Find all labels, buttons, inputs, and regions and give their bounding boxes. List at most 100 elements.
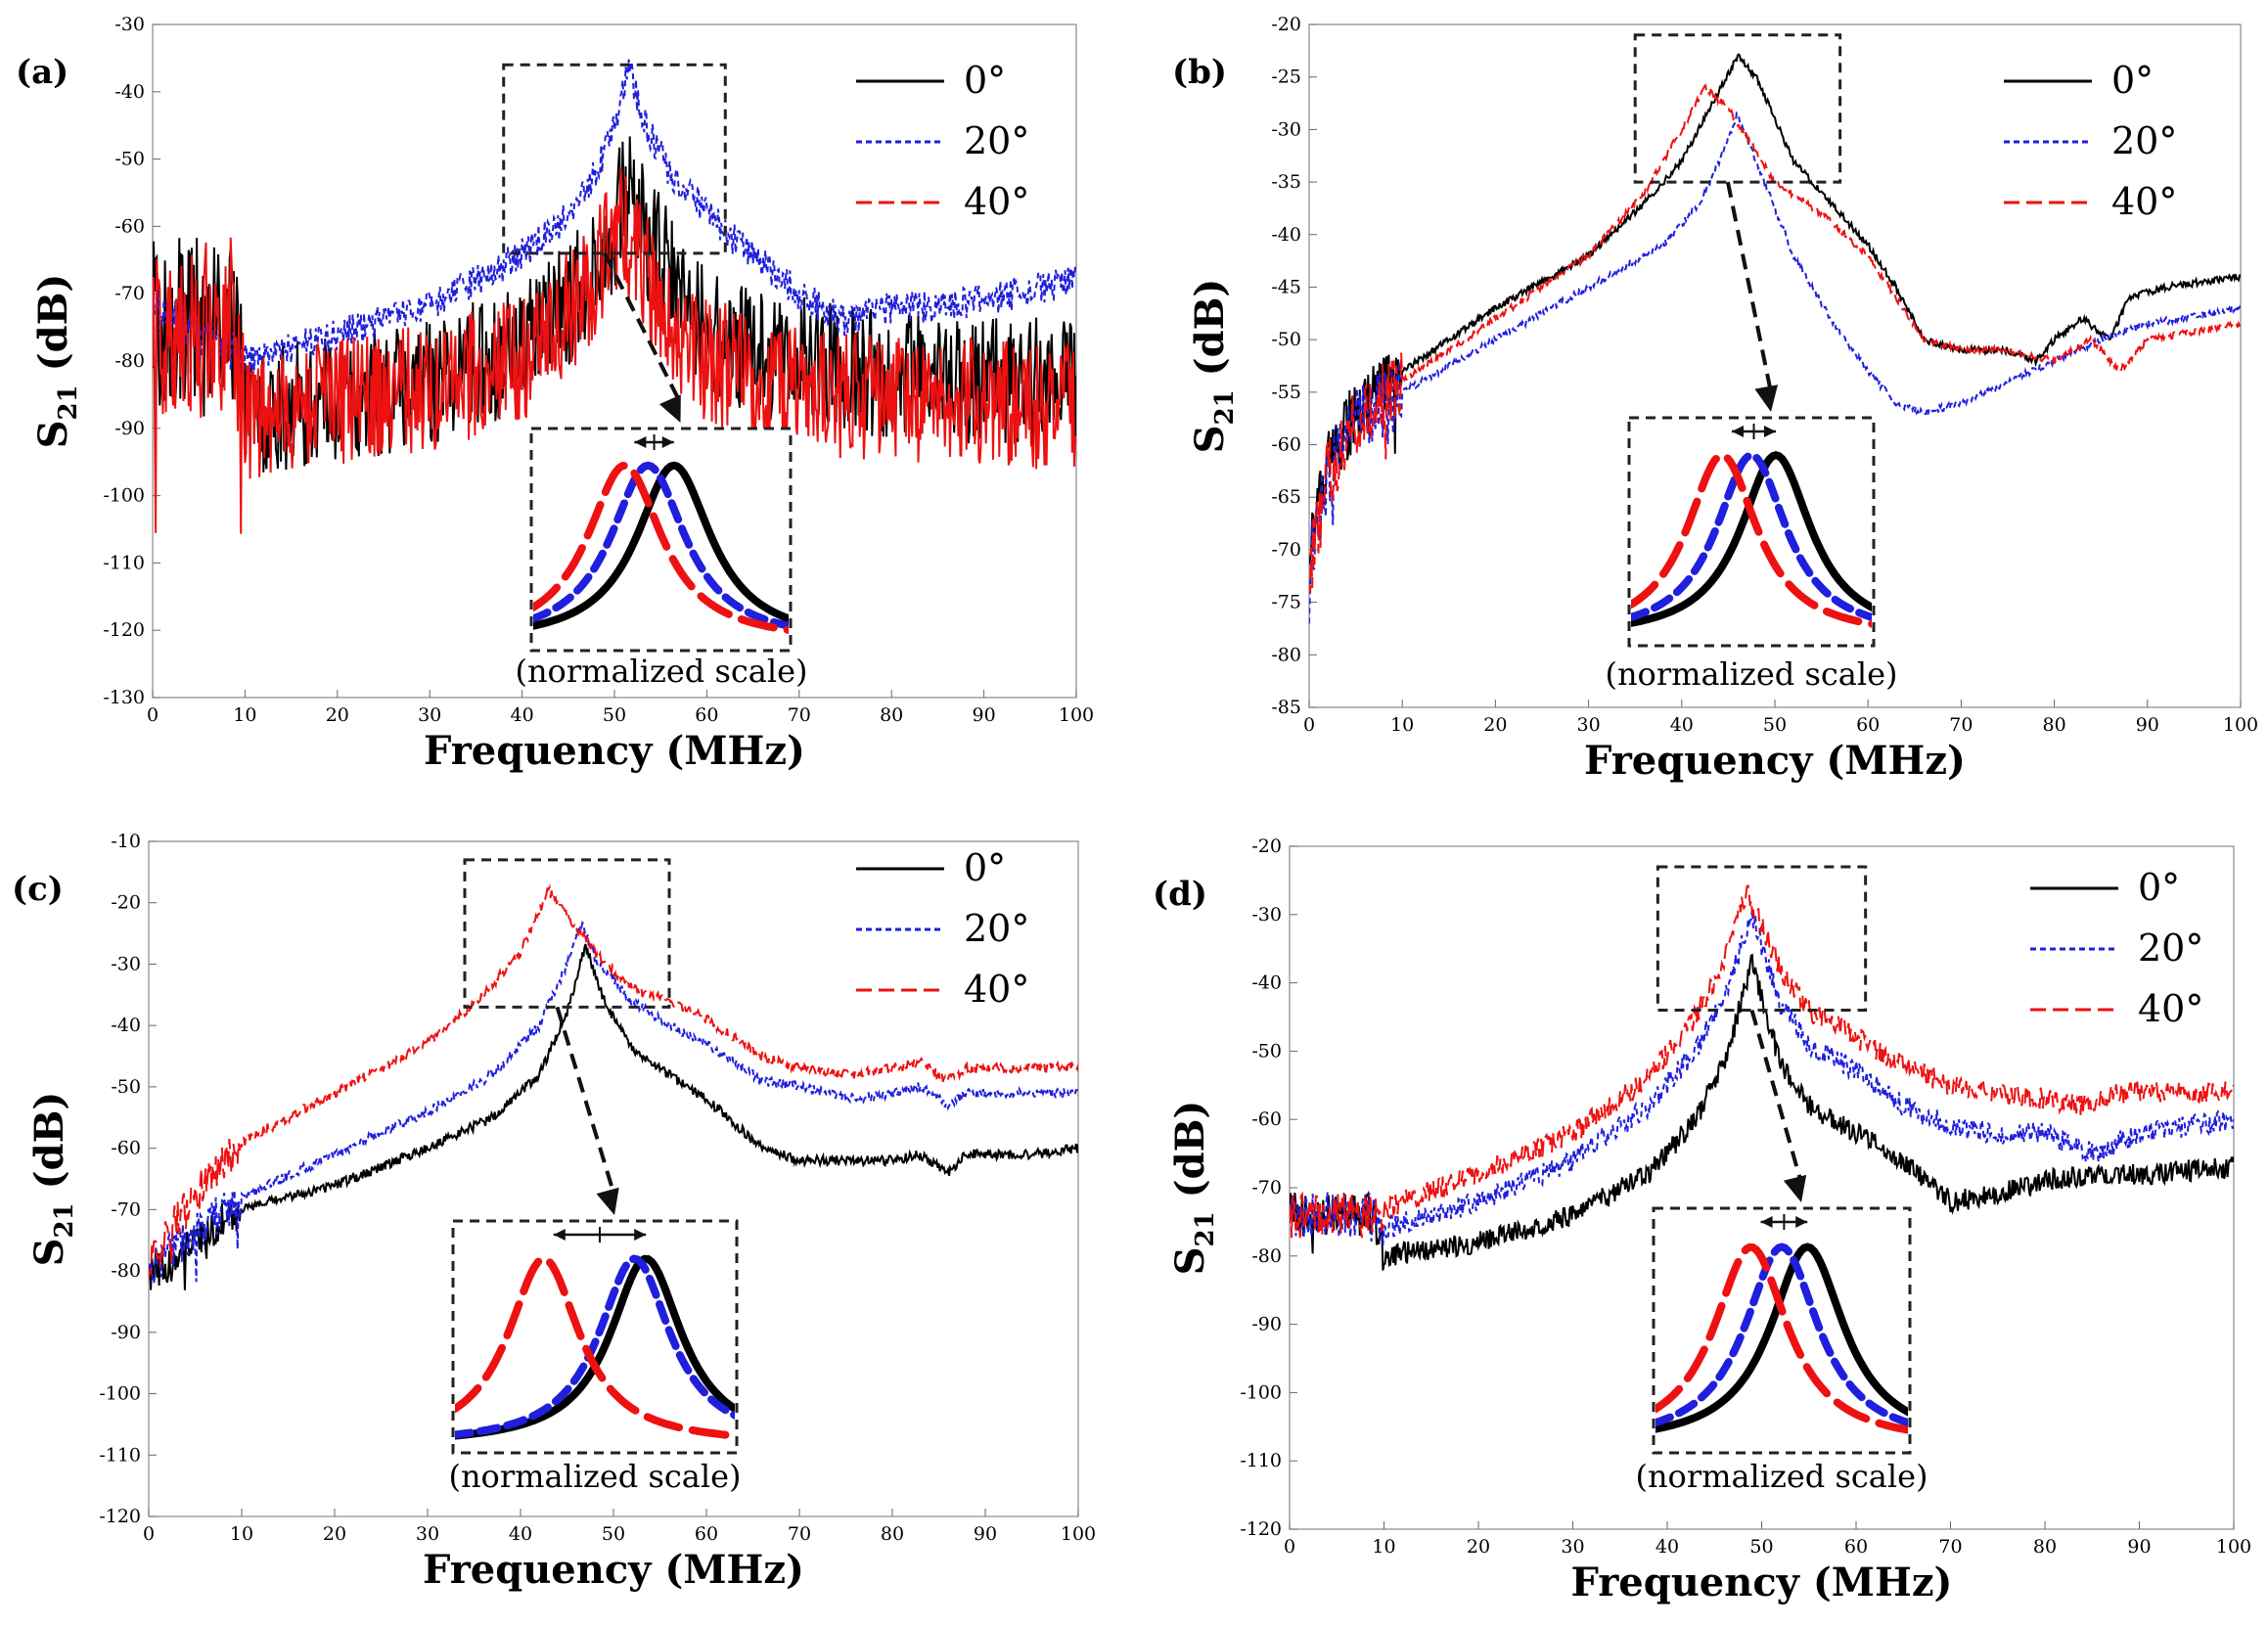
series-line-0deg: [1309, 53, 2241, 565]
legend-label: 20°: [964, 119, 1029, 162]
x-tick-label: 80: [880, 704, 903, 726]
shift-arrow-left: [634, 436, 647, 448]
y-tick-label: -75: [1271, 592, 1301, 613]
x-tick-label: 90: [973, 704, 996, 726]
inset-curves: [455, 1254, 735, 1440]
x-tick-label: 60: [695, 704, 718, 726]
series-line-40deg: [149, 883, 1078, 1280]
shift-arrow-right: [1764, 426, 1776, 437]
x-tick-label: 100: [2216, 1536, 2251, 1558]
y-tick-label: -40: [114, 81, 145, 103]
zoom-arrow-head: [658, 394, 681, 423]
x-tick-label: 40: [511, 704, 534, 726]
series-line-40deg: [1309, 83, 2241, 594]
x-tick-label: 20: [323, 1523, 346, 1545]
x-tick-label: 100: [1059, 704, 1094, 726]
y-tick-label: -30: [1271, 118, 1301, 140]
x-tick-label: 30: [1561, 1536, 1584, 1558]
inset-peak: [455, 1254, 735, 1439]
y-tick-label: -50: [114, 149, 145, 170]
series-line-0deg: [153, 136, 1076, 473]
y-tick-label: -20: [111, 892, 141, 914]
legend-label: 20°: [2138, 926, 2203, 970]
legend-label: 40°: [2111, 180, 2177, 223]
y-tick-label: -70: [111, 1198, 141, 1220]
inset-curves: [533, 461, 789, 635]
y-tick-label: -20: [1251, 836, 1282, 857]
y-tick-label: -60: [1271, 434, 1301, 456]
x-tick-label: 0: [1284, 1536, 1295, 1558]
y-tick-label: -70: [1251, 1177, 1282, 1198]
x-tick-label: 60: [1844, 1536, 1868, 1558]
legend-label: 0°: [964, 846, 1006, 889]
x-tick-label: 10: [233, 704, 256, 726]
y-axis-label: S21 (dB): [1187, 279, 1240, 454]
x-axis-label: Frequency (MHz): [423, 1547, 804, 1593]
y-tick-label: -100: [103, 485, 145, 507]
shift-arrow-right: [1795, 1216, 1808, 1228]
x-tick-label: 90: [974, 1523, 997, 1545]
y-tick-label: -60: [114, 215, 145, 237]
y-tick-label: -80: [1271, 644, 1301, 665]
legend-label: 40°: [2138, 987, 2203, 1030]
x-tick-label: 10: [1372, 1536, 1395, 1558]
x-tick-label: 50: [602, 1523, 625, 1545]
y-tick-label: -30: [114, 14, 145, 35]
panel-label: (d): [1153, 875, 1207, 914]
y-tick-label: -90: [114, 418, 145, 439]
inset-caption: (normalized scale): [515, 653, 807, 690]
zoom-box: [463, 858, 671, 1009]
inset-peak: [1631, 451, 1872, 628]
y-tick-label: -60: [1251, 1108, 1282, 1130]
legend-label: 0°: [2111, 59, 2154, 102]
panel-d: 0 10 20 30 40 50 60 70 80 90 100 -20 -30 -40 -50 -60 -70…: [1153, 836, 2251, 1605]
inset-peak: [455, 1254, 735, 1440]
x-tick-label: 10: [230, 1523, 253, 1545]
inset-caption: (normalized scale): [448, 1458, 741, 1495]
inset-curves: [1656, 1243, 1908, 1434]
series-line-40deg: [153, 168, 1076, 534]
inset-box: [451, 1219, 739, 1455]
y-tick-label: -80: [1251, 1245, 1282, 1267]
y-tick-label: -50: [1251, 1040, 1282, 1062]
series-group: [149, 883, 1078, 1290]
series-line-0deg: [149, 943, 1078, 1290]
y-tick-label: -70: [1271, 539, 1301, 561]
x-tick-label: 50: [1749, 1536, 1773, 1558]
y-tick-label: -40: [1271, 224, 1301, 246]
series-group: [153, 59, 1076, 534]
x-tick-label: 100: [1061, 1523, 1096, 1545]
zoom-arrow-line: [555, 1006, 616, 1197]
zoom-box: [1633, 33, 1842, 184]
legend-label: 0°: [2138, 866, 2180, 909]
y-tick-label: -65: [1271, 486, 1301, 508]
y-tick-label: -110: [103, 552, 145, 573]
inset-peak: [533, 461, 789, 635]
series-group: [1290, 883, 2234, 1271]
y-tick-label: -10: [111, 831, 141, 852]
zoom-arrow-line: [1725, 181, 1773, 393]
legend-label: 0°: [964, 59, 1006, 102]
zoom-arrow-head: [1783, 1174, 1807, 1202]
zoom-box: [1656, 865, 1868, 1013]
x-tick-label: 0: [1303, 714, 1315, 736]
series-line-20deg: [153, 59, 1076, 379]
inset-curves: [1631, 450, 1872, 628]
zoom-arrow-line: [1749, 1009, 1803, 1184]
panel-label: (c): [12, 870, 64, 909]
x-tick-label: 40: [509, 1523, 532, 1545]
x-tick-label: 90: [2136, 714, 2159, 736]
y-tick-label: -60: [111, 1138, 141, 1159]
x-tick-label: 0: [143, 1523, 155, 1545]
x-tick-label: 20: [1483, 714, 1507, 736]
y-tick-label: -130: [103, 687, 145, 708]
y-tick-label: -25: [1271, 67, 1301, 88]
x-tick-label: 90: [2127, 1536, 2151, 1558]
inset-caption: (normalized scale): [1605, 655, 1897, 693]
legend-label: 20°: [964, 907, 1029, 950]
series-line-0deg: [1290, 953, 2234, 1271]
y-tick-label: -100: [99, 1383, 141, 1405]
x-tick-label: 40: [1670, 714, 1694, 736]
